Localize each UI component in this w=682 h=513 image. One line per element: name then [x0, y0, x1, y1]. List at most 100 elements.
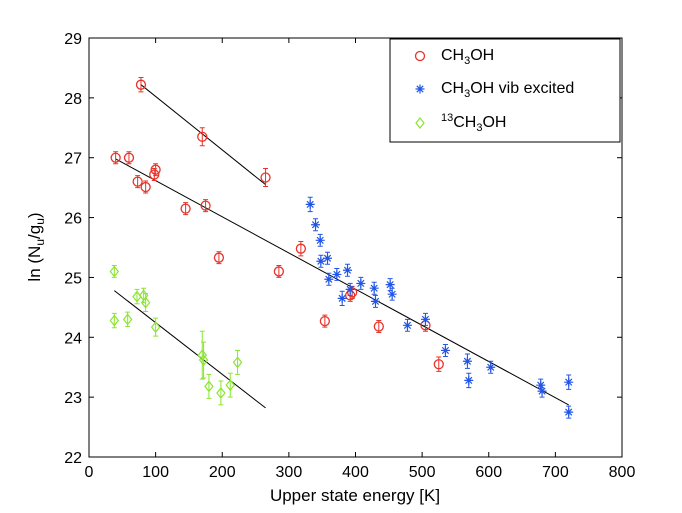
- error-bar: [218, 380, 224, 406]
- error-bar: [436, 356, 442, 372]
- legend-marker: [415, 84, 425, 94]
- error-bar: [113, 151, 119, 165]
- error-bar: [199, 127, 205, 147]
- data-point: [537, 384, 547, 398]
- data-point: [343, 263, 353, 277]
- fit-line: [114, 290, 266, 409]
- error-bar: [322, 314, 328, 328]
- data-point: [200, 199, 211, 213]
- error-bar: [313, 218, 319, 232]
- data-point: [197, 330, 208, 380]
- y-tick-label: 24: [64, 330, 82, 347]
- data-point: [140, 293, 151, 313]
- legend-box: [389, 38, 621, 143]
- legend-marker: [415, 117, 425, 129]
- legend: CH3OH CH3OH vib excited 13CH3OH: [389, 38, 621, 143]
- data-point: [345, 282, 355, 296]
- data-point: [311, 218, 321, 232]
- error-bar: [372, 294, 378, 308]
- legend-label-13ch3oh: 13CH3OH: [441, 112, 506, 134]
- fit-line: [140, 84, 266, 186]
- data-point: [316, 254, 326, 268]
- data-point: [486, 360, 496, 374]
- data-point: [370, 294, 380, 308]
- error-bar: [227, 372, 233, 398]
- error-bar: [135, 175, 141, 189]
- error-bar: [371, 281, 377, 295]
- error-bar: [125, 311, 131, 328]
- x-tick-label: 500: [409, 464, 436, 481]
- error-bar: [466, 372, 472, 389]
- data-point: [216, 380, 226, 406]
- error-bar: [339, 290, 345, 307]
- data-point: [462, 353, 472, 369]
- data-point: [387, 287, 397, 301]
- data-point: [180, 202, 191, 216]
- data-points: [109, 77, 574, 419]
- error-bar: [334, 267, 340, 281]
- error-bar: [153, 163, 159, 177]
- x-tick-label: 100: [142, 464, 169, 481]
- legend-markers: [414, 50, 426, 129]
- x-tick-label: 200: [209, 464, 236, 481]
- error-bar: [263, 167, 269, 187]
- error-bar: [488, 360, 494, 374]
- error-bar: [201, 341, 207, 379]
- error-bar: [318, 254, 324, 268]
- error-bar: [566, 374, 572, 390]
- error-bar: [326, 272, 332, 286]
- data-point: [109, 264, 120, 278]
- error-bar: [276, 264, 282, 278]
- error-bar: [404, 318, 410, 332]
- data-point: [132, 175, 143, 189]
- error-bar: [134, 288, 140, 305]
- data-point: [332, 267, 342, 281]
- data-point: [440, 343, 450, 357]
- error-bar: [317, 233, 323, 247]
- error-bar: [442, 343, 448, 357]
- y-tick-label: 28: [64, 91, 82, 108]
- x-tick-label: 700: [542, 464, 569, 481]
- data-point: [150, 163, 161, 177]
- error-bar: [153, 317, 159, 337]
- data-point: [324, 272, 334, 286]
- data-point: [110, 151, 121, 165]
- error-bar: [183, 202, 189, 216]
- fit-lines: [114, 84, 569, 409]
- error-bar: [422, 312, 428, 326]
- y-tick-label: 26: [64, 211, 82, 228]
- x-tick-label: 800: [609, 464, 636, 481]
- data-point: [305, 196, 315, 213]
- data-point: [356, 276, 366, 290]
- data-point: [197, 127, 208, 147]
- data-point: [198, 341, 209, 379]
- y-tick-label: 25: [64, 270, 82, 287]
- data-point: [402, 318, 412, 332]
- data-point: [122, 311, 133, 328]
- error-bar: [203, 199, 209, 213]
- error-bar: [389, 287, 395, 301]
- data-point: [135, 77, 147, 93]
- error-bar: [358, 276, 364, 290]
- error-bar: [235, 349, 241, 375]
- data-point: [109, 312, 120, 329]
- data-point: [232, 349, 243, 375]
- error-bar: [126, 151, 132, 165]
- data-point: [204, 373, 214, 399]
- legend-label-ch3oh: CH3OH: [441, 47, 494, 67]
- error-bar: [345, 263, 351, 277]
- error-bar: [206, 373, 212, 399]
- y-tick-label: 23: [64, 390, 82, 407]
- error-bar: [298, 241, 304, 257]
- data-point: [295, 241, 307, 257]
- error-bar: [111, 312, 117, 329]
- data-point: [564, 405, 574, 419]
- error-bar: [325, 251, 331, 265]
- data-point: [319, 314, 331, 328]
- data-point: [273, 264, 285, 278]
- data-point: [369, 281, 379, 295]
- error-bar: [307, 196, 313, 213]
- error-bar: [464, 353, 470, 369]
- data-point: [420, 312, 430, 326]
